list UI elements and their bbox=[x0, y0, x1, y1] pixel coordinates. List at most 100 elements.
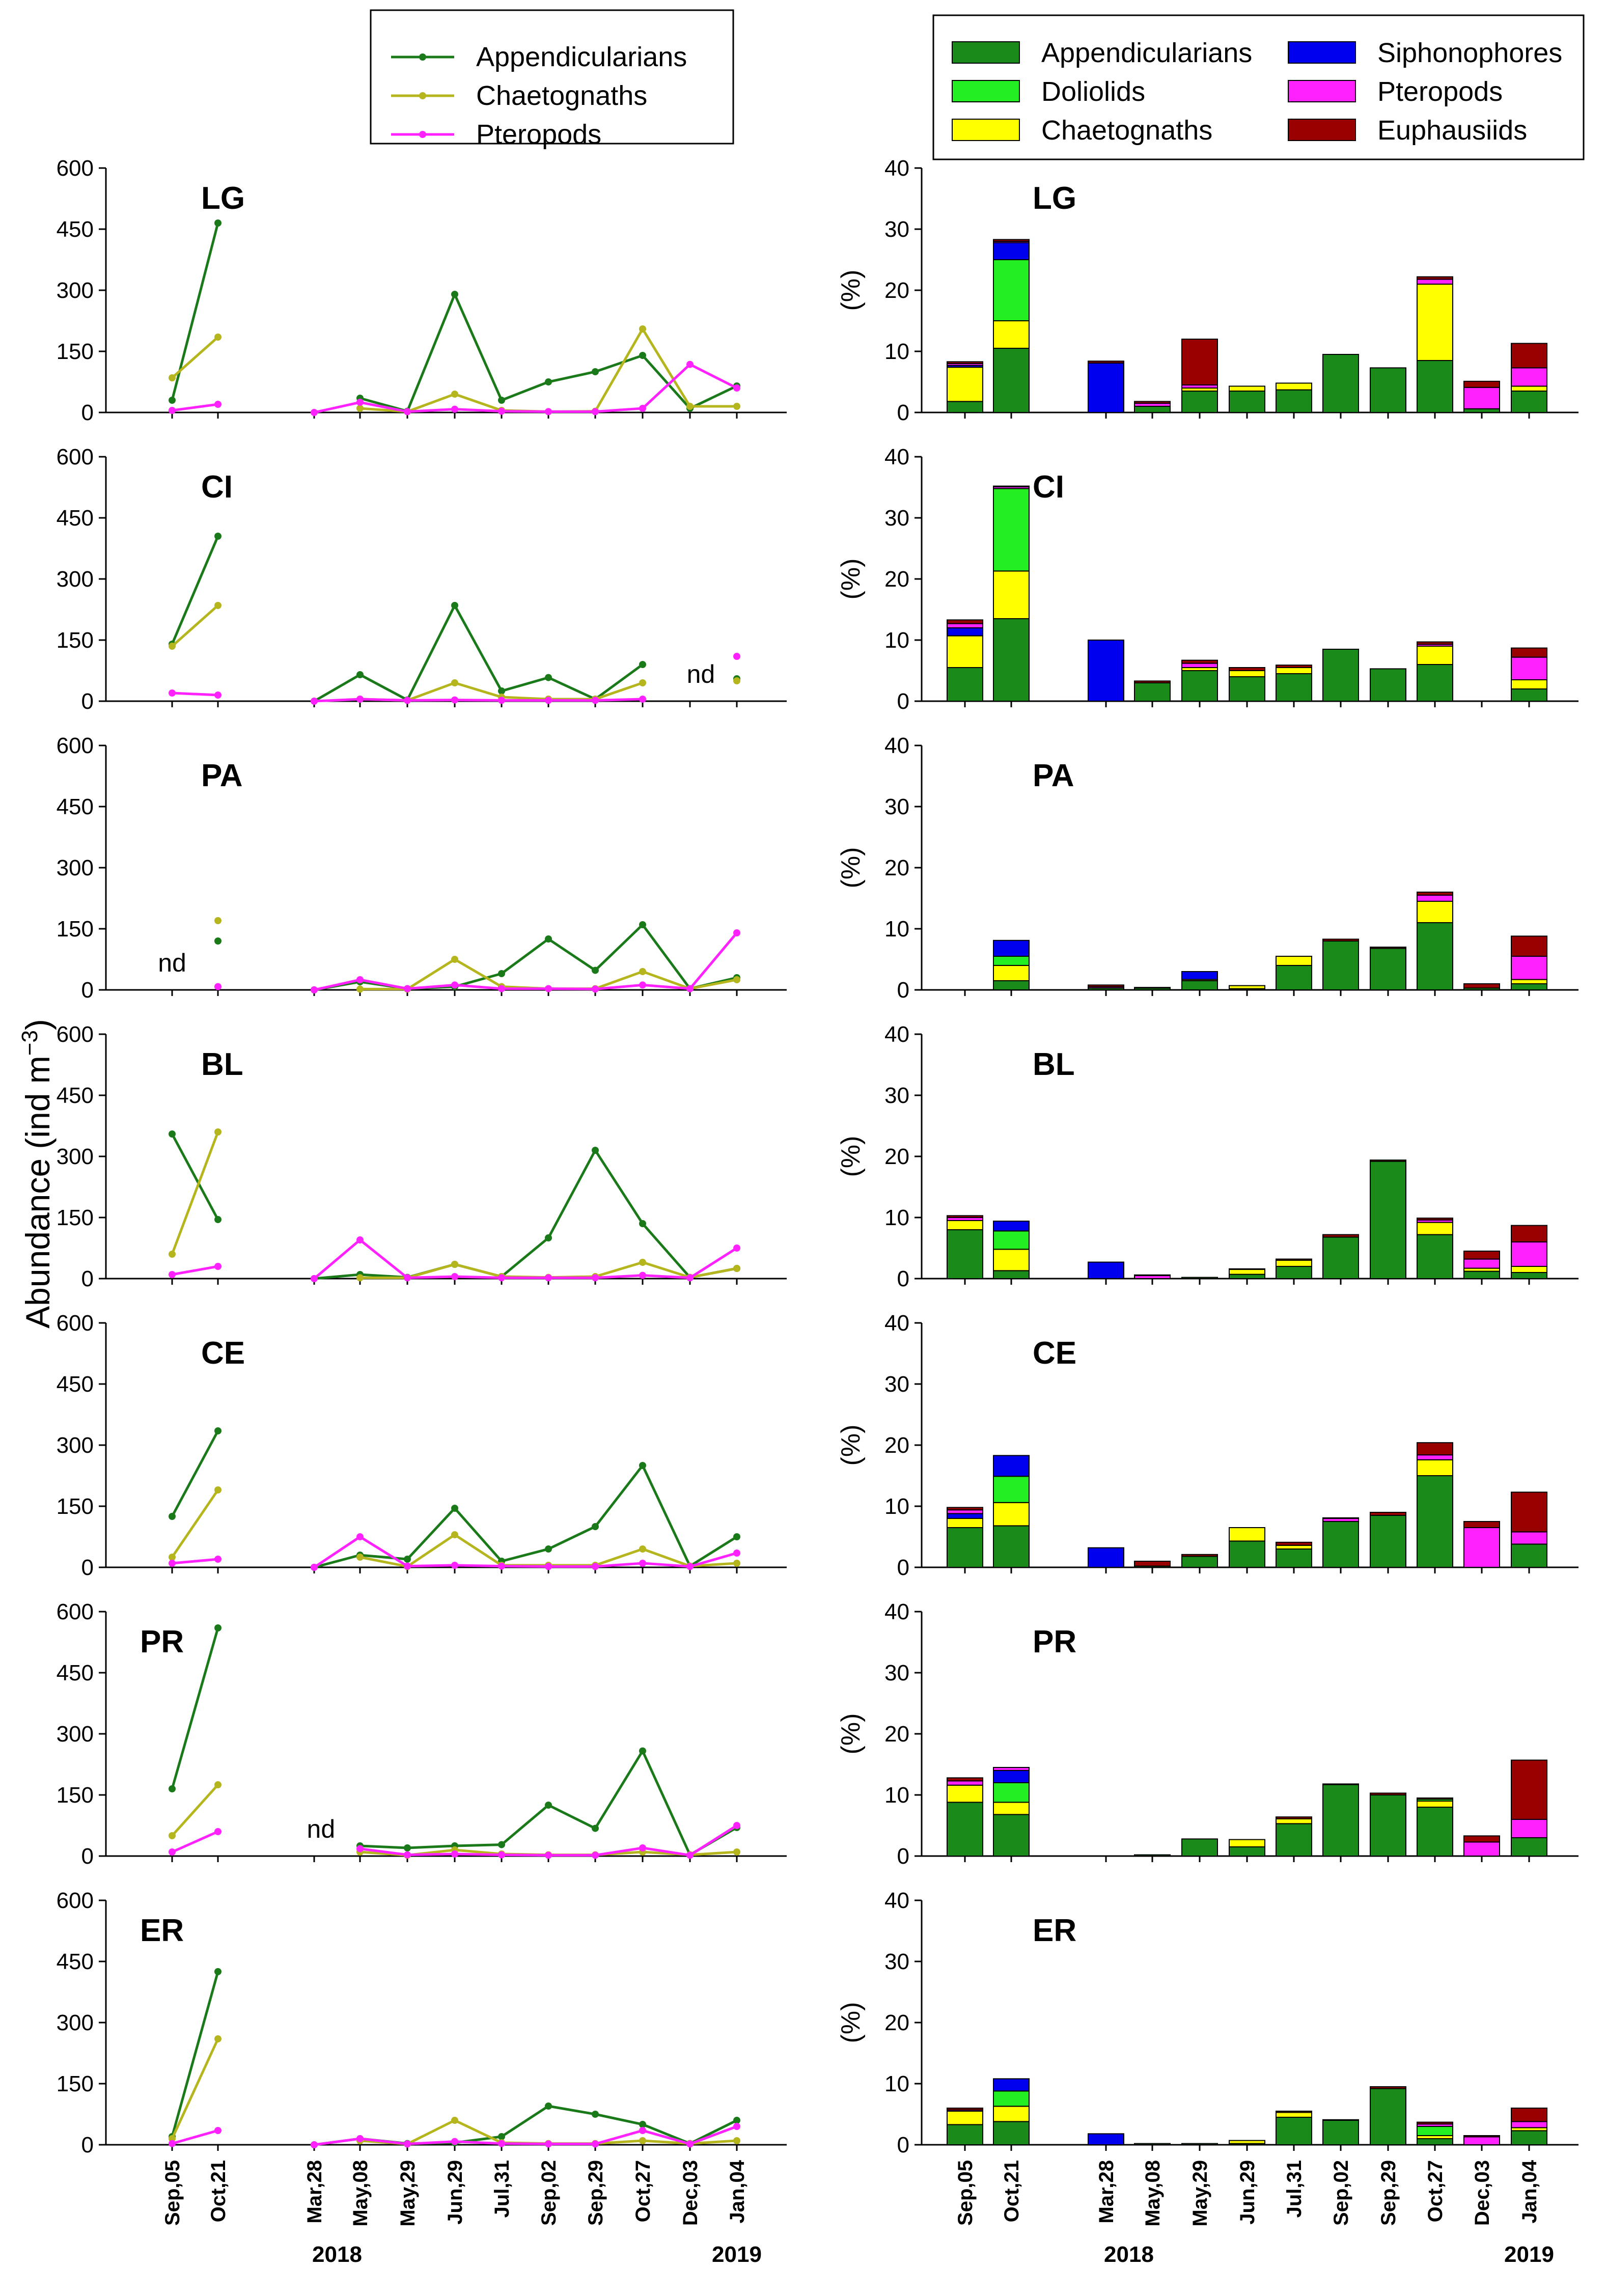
data-point bbox=[214, 1216, 221, 1223]
data-point bbox=[404, 1274, 411, 1282]
data-point bbox=[451, 405, 458, 413]
bar-segment-appendicularians bbox=[1181, 980, 1218, 990]
line-panel-bl: 0 150 300 450 600 BL bbox=[57, 1022, 787, 1291]
percent-axis-label: (%) bbox=[836, 1136, 866, 1177]
series-line bbox=[314, 1148, 737, 1280]
bar-segment-siphonophores bbox=[993, 1455, 1030, 1477]
bar-segment-appendicularians bbox=[1370, 668, 1406, 702]
y-tick-label: 0 bbox=[897, 1844, 909, 1869]
y-tick-label: 150 bbox=[57, 2071, 94, 2096]
bar-segment-euphausiids bbox=[1181, 659, 1218, 664]
panel-label: BL bbox=[201, 1047, 243, 1082]
data-point bbox=[214, 937, 221, 945]
data-point bbox=[639, 968, 646, 975]
series-line bbox=[313, 1238, 738, 1280]
y-tick-label: 450 bbox=[57, 506, 94, 531]
bar-segment-appendicularians bbox=[1463, 408, 1500, 413]
bar-segment-chaetognaths bbox=[1417, 284, 1453, 361]
y-tick-label: 300 bbox=[57, 1144, 94, 1169]
y-tick-label: 0 bbox=[81, 689, 94, 714]
bar-segment-chaetognaths bbox=[1229, 385, 1265, 392]
y-tick-label: 20 bbox=[884, 855, 909, 880]
data-point bbox=[639, 1271, 646, 1279]
y-tick-label: 150 bbox=[57, 1494, 94, 1519]
y-tick-label: 40 bbox=[884, 445, 909, 469]
line-chart-legend: Appendicularians Chaetognaths Pteropods bbox=[370, 9, 734, 150]
data-point bbox=[169, 2135, 176, 2142]
bar-segment-chaetognaths bbox=[1229, 1839, 1265, 1848]
bar-segment-chaetognaths bbox=[1417, 1801, 1453, 1808]
y-tick-label: 10 bbox=[884, 339, 909, 364]
x-tick-label: Oct,21 bbox=[207, 2160, 230, 2222]
bar-segment-chaetognaths bbox=[1511, 679, 1547, 689]
bar-segment-appendicularians bbox=[1134, 406, 1171, 413]
data-point bbox=[498, 1274, 505, 1282]
data-point bbox=[498, 407, 505, 415]
bar-segment-pteropods bbox=[1463, 1841, 1500, 1857]
legend-swatch bbox=[1288, 80, 1356, 102]
bar-segment-euphausiids bbox=[1276, 1258, 1312, 1261]
bar-segment-euphausiids bbox=[1370, 2086, 1406, 2089]
line-panel-lg: 0 150 300 450 600 LG bbox=[57, 156, 787, 425]
series-appendicularians bbox=[169, 1624, 740, 1859]
data-point bbox=[592, 697, 599, 704]
percent-axis-label: (%) bbox=[836, 559, 866, 600]
data-point bbox=[639, 1747, 646, 1755]
bar-segment-appendicularians bbox=[947, 667, 983, 702]
series-appendicularians bbox=[169, 1427, 740, 1571]
data-point bbox=[214, 2127, 221, 2134]
bar-segment-appendicularians bbox=[1276, 1823, 1312, 1857]
y-tick-label: 150 bbox=[57, 917, 94, 942]
data-point bbox=[169, 397, 176, 404]
data-point bbox=[686, 1274, 694, 1282]
y-tick-label: 300 bbox=[57, 855, 94, 880]
y-tick-label: 20 bbox=[884, 1722, 909, 1747]
data-point bbox=[356, 2135, 364, 2142]
bar-segment-appendicularians bbox=[1370, 1515, 1406, 1568]
bar-segment-euphausiids bbox=[1511, 2108, 1547, 2122]
data-point bbox=[545, 408, 552, 416]
percent-axis-label: (%) bbox=[836, 270, 866, 311]
bar-segment-appendicularians bbox=[1511, 1837, 1547, 1857]
data-point bbox=[733, 677, 740, 684]
series-appendicularians bbox=[214, 921, 740, 993]
bar-segment-appendicularians bbox=[1322, 354, 1359, 413]
y-tick-label: 30 bbox=[884, 1083, 909, 1108]
y-tick-label: 300 bbox=[57, 567, 94, 592]
legend-label: Chaetognaths bbox=[1041, 115, 1212, 146]
data-point bbox=[451, 602, 458, 609]
data-point bbox=[498, 1851, 505, 1859]
data-point bbox=[733, 1244, 740, 1252]
bar-segment-chaetognaths bbox=[1417, 1459, 1453, 1477]
y-tick-label: 0 bbox=[897, 2133, 909, 2157]
no-data-label: nd bbox=[307, 1815, 336, 1843]
data-point bbox=[404, 1562, 411, 1570]
legend-label: Appendicularians bbox=[1041, 38, 1252, 68]
data-point bbox=[733, 384, 740, 392]
bar-panel-bl: 0 10 20 30 40 (%) BL bbox=[836, 1022, 1579, 1291]
bar-panel-ce: 0 10 20 30 40 (%) CE bbox=[836, 1311, 1579, 1580]
bar-segment-euphausiids bbox=[1417, 1442, 1453, 1456]
x-tick-label: Sep,29 bbox=[1377, 2160, 1400, 2226]
x-tick-label: Jun,29 bbox=[444, 2160, 466, 2225]
data-point bbox=[214, 401, 221, 408]
data-point bbox=[498, 397, 505, 404]
data-point bbox=[451, 1505, 458, 1512]
bar-segment-chaetognaths bbox=[993, 570, 1030, 620]
bar-segment-euphausiids bbox=[1463, 1835, 1500, 1843]
bar-segment-appendicularians bbox=[993, 980, 1030, 990]
bar-segment-appendicularians bbox=[1463, 1270, 1500, 1280]
bar-segment-euphausiids bbox=[1322, 1234, 1359, 1238]
data-point bbox=[592, 985, 599, 993]
bar-segment-chaetognaths bbox=[1511, 385, 1547, 392]
line-panel-pr: 0 150 300 450 600 PR nd bbox=[57, 1599, 787, 1869]
bar-segment-chaetognaths bbox=[1229, 2140, 1265, 2144]
data-point bbox=[639, 696, 646, 703]
data-point bbox=[214, 1263, 221, 1270]
data-point bbox=[592, 368, 599, 375]
data-point bbox=[214, 1128, 221, 1136]
bar-segment-appendicularians bbox=[1370, 948, 1406, 991]
bar-segment-appendicularians bbox=[1229, 1274, 1265, 1280]
series-line bbox=[171, 1133, 219, 1221]
bar-segment-euphausiids bbox=[1276, 1541, 1312, 1546]
